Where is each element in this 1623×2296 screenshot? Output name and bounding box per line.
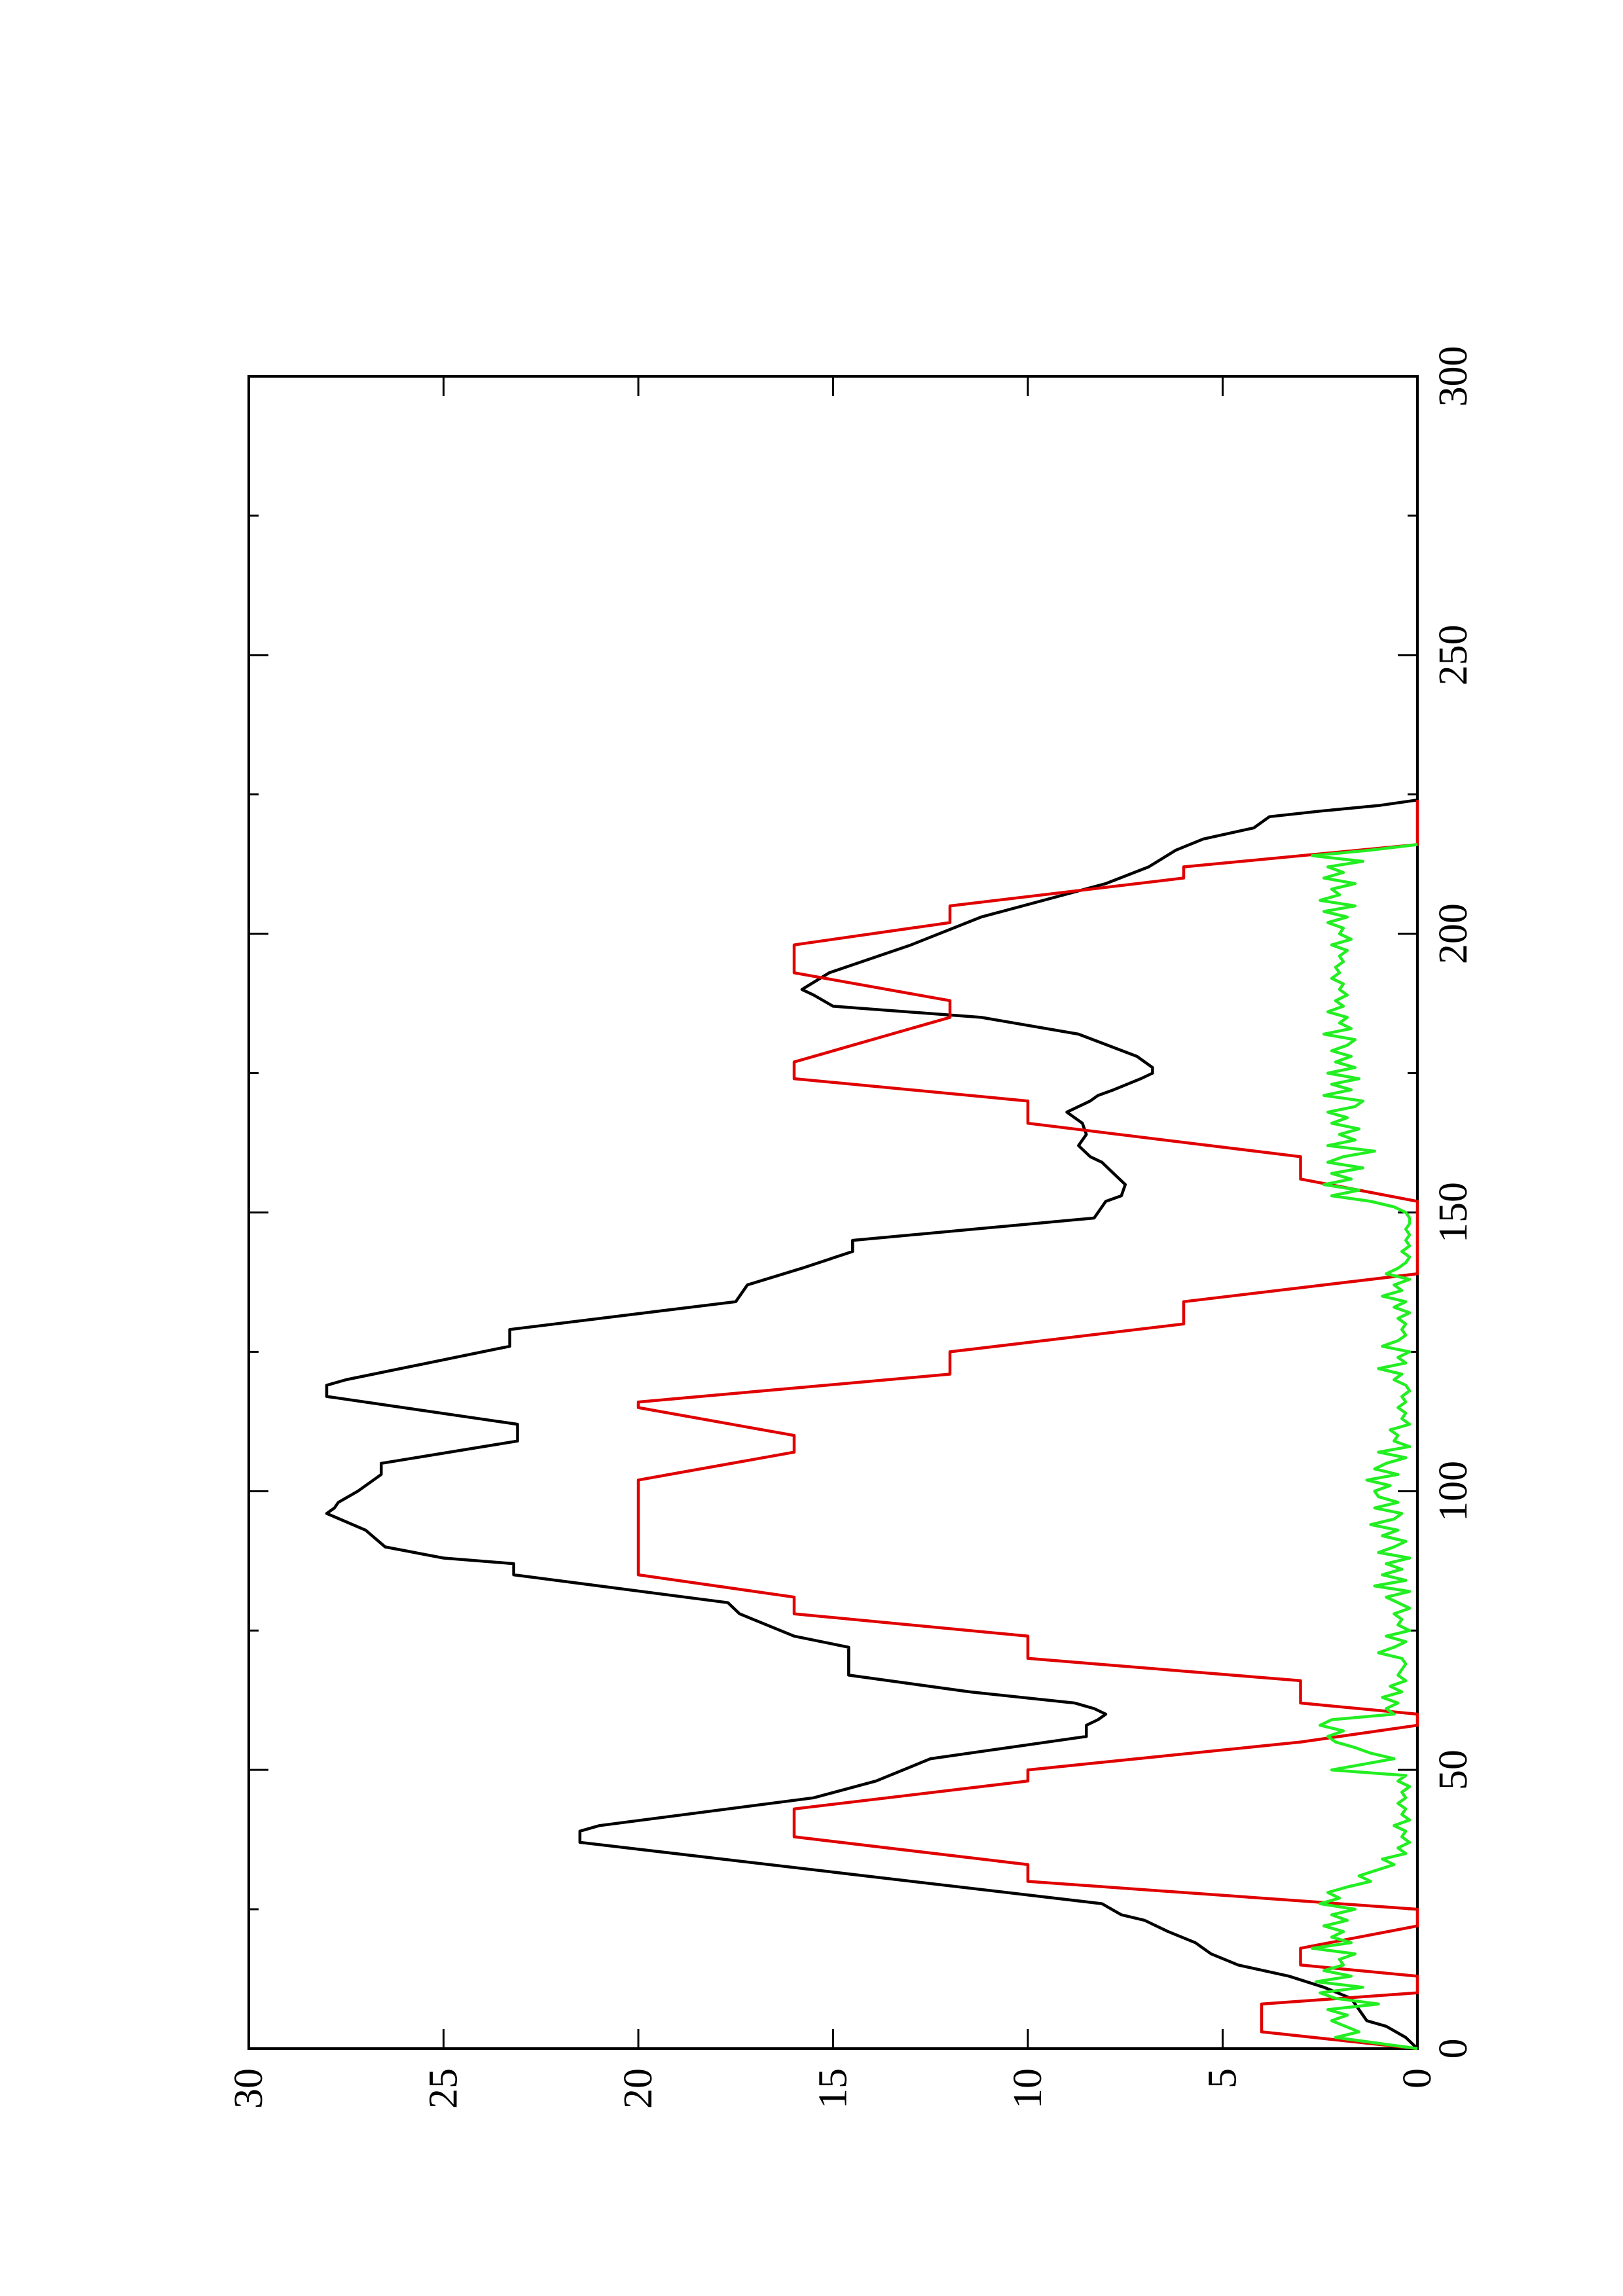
x-tick-label: 50 <box>1431 1749 1476 1790</box>
series-line-2 <box>636 800 1419 2051</box>
y-tick-label: 15 <box>811 2068 856 2109</box>
x-tick-label: 0 <box>1431 2039 1476 2059</box>
y-tick-label: 0 <box>1395 2068 1440 2089</box>
x-tick-label: 100 <box>1431 1461 1476 1522</box>
x-tick-label: 300 <box>1431 346 1476 407</box>
series-layer <box>325 798 1419 2051</box>
y-tick-label: 25 <box>422 2068 466 2109</box>
axis-ticks <box>247 375 1419 2050</box>
y-tick-label: 20 <box>616 2068 661 2109</box>
plot-frame <box>247 375 1419 2050</box>
y-axis-tick-labels: 0 5 10 15 20 25 30 <box>227 2068 1440 2109</box>
series-line-3 <box>1311 843 1418 2051</box>
x-tick-label: 150 <box>1431 1182 1476 1243</box>
x-axis-tick-labels: 0 50 100 150 200 250 300 <box>1431 346 1476 2059</box>
x-tick-label: 200 <box>1431 903 1476 964</box>
y-tick-label: 10 <box>1006 2068 1050 2109</box>
y-tick-label: 5 <box>1201 2068 1245 2089</box>
y-tick-label: 30 <box>227 2068 271 2109</box>
x-tick-label: 250 <box>1431 624 1476 685</box>
series-line-1 <box>325 798 1419 2050</box>
